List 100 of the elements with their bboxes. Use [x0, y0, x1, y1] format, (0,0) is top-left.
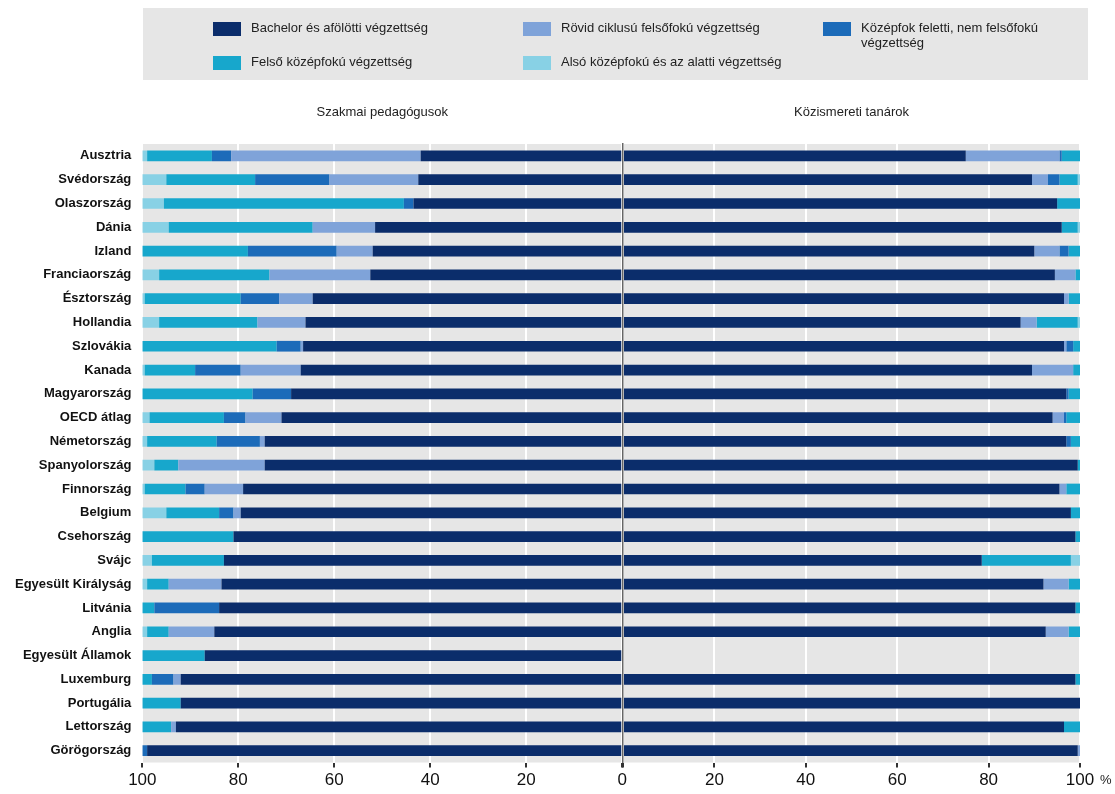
bar	[1059, 150, 1062, 162]
bar	[255, 174, 330, 186]
bar	[142, 340, 277, 352]
y-tick-label: Franciaország	[43, 266, 132, 282]
bar	[211, 150, 232, 162]
legend-label: Középfok feletti, nem felsőfokú végzettség	[861, 20, 1040, 50]
x-tick-label: 80	[228, 770, 248, 790]
bar	[178, 459, 265, 471]
bar	[166, 507, 220, 519]
bar	[276, 340, 301, 352]
bar	[1066, 412, 1080, 423]
bar	[195, 364, 241, 376]
x-tick-label: 60	[324, 770, 344, 790]
bar	[144, 293, 241, 304]
bar	[142, 531, 234, 542]
y-tick-label: Olaszország	[54, 195, 132, 211]
bar	[1075, 673, 1080, 685]
bar	[1068, 245, 1080, 257]
y-tick-label: Lettország	[65, 718, 132, 734]
bar	[240, 364, 301, 376]
y-tick-label: Hollandia	[72, 314, 133, 330]
bar	[1064, 412, 1067, 423]
bar	[1064, 293, 1069, 304]
bar	[1020, 317, 1037, 328]
bar	[142, 245, 248, 257]
chart-title: Közismereti tanárok	[794, 103, 910, 119]
x-tick-label: 100	[128, 770, 157, 790]
bar	[142, 317, 160, 328]
y-tick-label: Finnország	[61, 480, 132, 496]
bar	[259, 436, 265, 447]
bar	[245, 412, 282, 423]
bar	[1070, 507, 1080, 519]
bar	[1032, 364, 1074, 376]
bar	[1052, 412, 1065, 423]
bar	[1032, 174, 1049, 186]
bar	[1077, 221, 1080, 233]
bar	[219, 507, 234, 519]
bar	[147, 626, 169, 638]
y-tick-label: Portugália	[67, 694, 133, 710]
bar	[216, 436, 260, 447]
y-tick-label: Anglia	[91, 623, 133, 639]
bar	[1073, 364, 1080, 376]
bar	[1075, 531, 1080, 542]
bar	[1068, 626, 1080, 638]
bar	[151, 555, 224, 566]
bar	[1066, 388, 1069, 400]
bar	[185, 483, 205, 495]
y-tick-label: Litvánia	[82, 599, 133, 615]
bar	[1077, 459, 1080, 471]
bar	[144, 364, 196, 376]
bar	[1048, 174, 1060, 186]
bar	[1059, 483, 1067, 495]
bar	[1066, 436, 1071, 447]
bar	[1064, 340, 1067, 352]
legend-label: Rövid ciklusú felsőfokú végzettség	[561, 20, 760, 35]
bar	[1068, 578, 1080, 590]
y-tick-label: Görögország	[50, 742, 132, 758]
y-tick-label: Luxemburg	[60, 670, 132, 686]
bar	[233, 507, 241, 519]
bar	[279, 293, 313, 304]
bar	[154, 459, 179, 471]
bar	[1045, 626, 1069, 638]
bar	[223, 412, 246, 423]
bar	[149, 412, 224, 423]
y-tick-label: Szlovákia	[72, 337, 133, 353]
bar	[1057, 198, 1080, 209]
bar	[144, 483, 186, 495]
y-tick-label: Ausztria	[80, 147, 133, 163]
bar	[1061, 150, 1080, 162]
bar	[1061, 221, 1078, 233]
bar	[1059, 245, 1069, 257]
bar	[1059, 174, 1078, 186]
bar	[1075, 602, 1080, 614]
x-tick-label: 0	[617, 770, 628, 790]
bar	[147, 150, 212, 162]
bar	[329, 174, 419, 186]
bar	[142, 650, 205, 661]
bar	[173, 673, 181, 685]
bar	[159, 269, 270, 281]
bar	[312, 221, 376, 233]
y-tick-label: Egyesült Államok	[22, 647, 133, 663]
bar	[1034, 245, 1060, 257]
x-tick-label: 20	[704, 770, 724, 790]
bar	[1066, 340, 1074, 352]
bar	[142, 721, 172, 733]
bar	[142, 221, 169, 233]
y-tick-label: Svédország	[58, 171, 132, 187]
bar	[240, 293, 280, 304]
chart-title: Szakmai pedagógusok	[316, 103, 449, 119]
x-axis-title: %	[1100, 772, 1112, 788]
bar	[171, 721, 176, 733]
bar	[168, 221, 313, 233]
bar	[1066, 483, 1080, 495]
legend-label: Bachelor és afölötti végzettség	[251, 20, 429, 35]
bar	[142, 697, 181, 709]
bar	[142, 555, 152, 566]
bar	[965, 150, 1060, 162]
y-tick-label: Észtország	[62, 290, 132, 306]
bar	[1064, 721, 1080, 733]
bar	[142, 198, 164, 209]
